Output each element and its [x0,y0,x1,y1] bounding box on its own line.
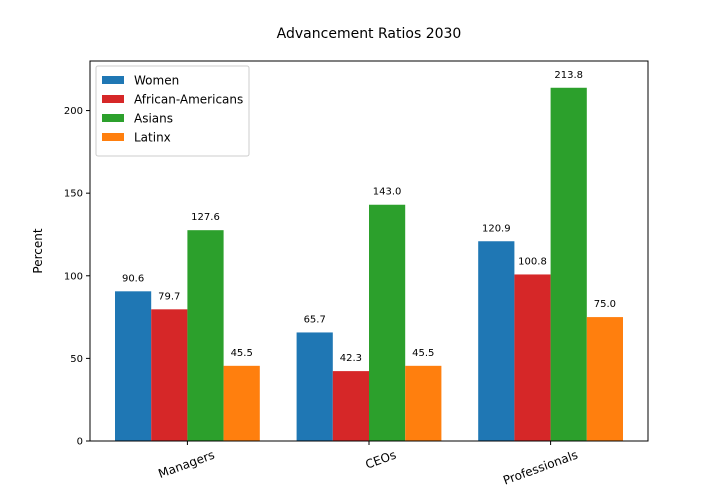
legend-entry: Latinx [134,131,171,145]
bar [332,371,369,441]
y-tick-label: 0 [77,437,83,448]
data-label: 143.0 [373,187,402,198]
bar [514,274,551,441]
x-tick-label: Managers [156,448,216,481]
data-label: 90.6 [122,273,144,284]
bar [115,291,152,441]
chart-title: Advancement Ratios 2030 [277,26,462,42]
data-label: 75.0 [594,299,616,310]
data-label: 42.3 [340,353,362,364]
legend-swatch [102,95,124,103]
legend-swatch [102,114,124,122]
bar [296,332,333,441]
data-label: 45.5 [412,348,434,359]
legend-swatch [102,133,124,141]
data-label: 100.8 [518,256,547,267]
y-tick-label: 100 [64,271,83,282]
legend-box [95,65,250,157]
bar [223,365,260,441]
data-label: 45.5 [231,348,253,359]
bar [187,230,224,441]
legend-swatch [102,76,124,84]
y-tick-label: 200 [64,106,83,117]
data-label: 120.9 [482,223,511,234]
bar [369,204,406,441]
legend: Women African-Americans Asians Latinx [95,65,250,157]
bar [550,87,587,441]
data-label: 127.6 [191,212,220,223]
legend-entry: Women [134,74,179,88]
x-tick-label: Professionals [501,448,579,488]
y-axis-label: Percent [31,228,45,273]
y-tick-label: 150 [64,189,83,200]
data-label: 79.7 [158,291,180,302]
data-label: 65.7 [304,314,326,325]
bar [405,365,442,441]
bar [586,317,623,441]
bar [151,309,188,441]
legend-entry: African-Americans [134,93,243,107]
data-label: 213.8 [554,70,583,81]
bars-layer [115,87,623,441]
x-tick-label: CEOs [363,448,398,472]
bar [478,241,515,441]
legend-entry: Asians [134,112,173,126]
y-tick-label: 50 [70,354,83,365]
data-labels-layer: 90.6 65.7 120.9 79.7 42.3 100.8 127.6 143.0 213.… [122,70,616,364]
